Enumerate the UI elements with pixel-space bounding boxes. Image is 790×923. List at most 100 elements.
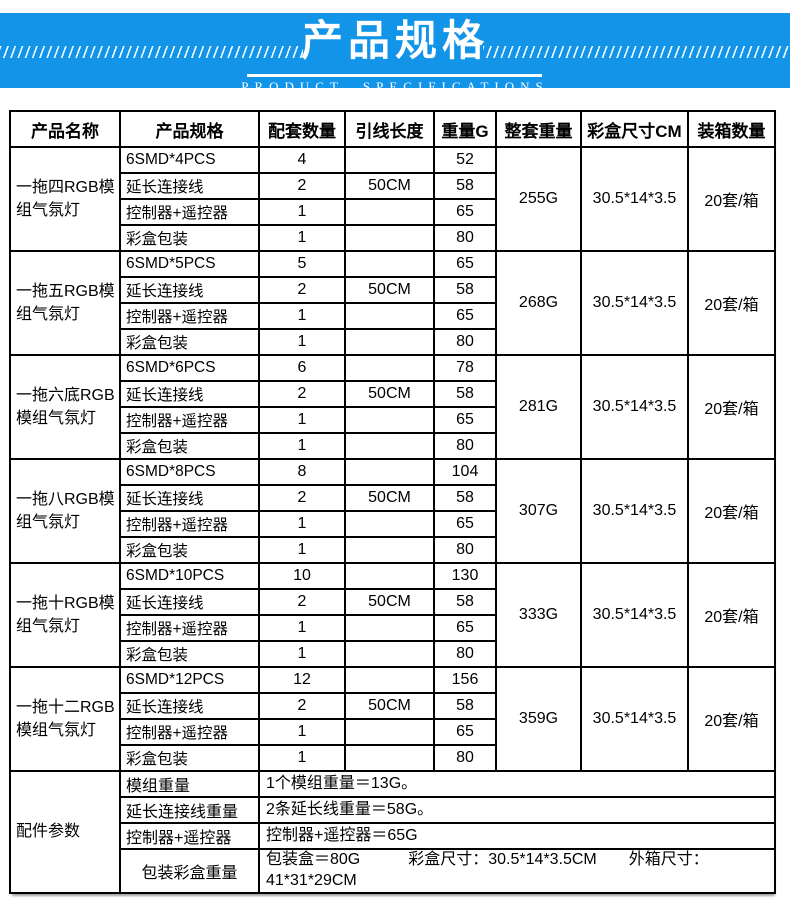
box-size-cell: 30.5*14*3.5 — [580, 354, 689, 460]
qty-cell: 12 — [258, 666, 346, 694]
lead-length-cell — [344, 510, 435, 538]
spec-cell: 彩盒包装 — [119, 432, 260, 460]
spec-cell: 彩盒包装 — [119, 328, 260, 356]
spec-cell: 延长连接线 — [119, 276, 260, 304]
spec-cell: 延长连接线 — [119, 380, 260, 408]
qty-cell: 2 — [258, 692, 346, 720]
spec-cell: 6SMD*4PCS — [119, 146, 260, 174]
decorative-stripes-left — [0, 46, 303, 58]
table-row: 配件参数 模组重量 1个模组重量＝13G。 — [9, 770, 776, 894]
table-row: 延长连接线 2 50CM 58 — [10, 276, 775, 304]
table-row: 一拖十二RGB模组气氛灯 6SMD*12PCS 12 156 359G 30.5… — [9, 666, 776, 772]
lead-length-cell — [344, 614, 435, 642]
column-header: 引线长度 — [344, 110, 435, 148]
table-row: 延长连接线 2 50CM 58 — [10, 380, 775, 408]
qty-cell: 1 — [258, 718, 346, 746]
qty-cell: 1 — [258, 302, 346, 330]
table-row: 一拖四RGB模组气氛灯 6SMD*4PCS 4 52 255G 30.5*14*… — [9, 146, 776, 252]
accessory-value: 1个模组重量＝13G。 — [258, 770, 776, 798]
column-header: 彩盒尺寸CM — [580, 110, 689, 148]
weight-cell: 104 — [433, 458, 497, 486]
column-header: 整套重量 — [495, 110, 582, 148]
table-row: 一拖六底RGB模组气氛灯 6SMD*6PCS 6 78 281G 30.5*14… — [9, 354, 776, 460]
spec-cell: 彩盒包装 — [119, 744, 260, 772]
weight-cell: 65 — [433, 198, 497, 226]
packing-cell: 20套/箱 — [687, 666, 776, 772]
product-name-cell: 一拖六底RGB模组气氛灯 — [9, 354, 121, 460]
lead-length-cell — [344, 354, 435, 382]
qty-cell: 1 — [258, 432, 346, 460]
qty-cell: 1 — [258, 640, 346, 668]
weight-cell: 78 — [433, 354, 497, 382]
weight-cell: 58 — [433, 484, 497, 512]
table-row: 延长连接线 2 50CM 58 — [10, 588, 775, 616]
table-row: 一拖五RGB模组气氛灯 6SMD*5PCS 5 65 268G 30.5*14*… — [9, 250, 776, 356]
spec-cell: 彩盒包装 — [119, 536, 260, 564]
qty-cell: 1 — [258, 614, 346, 642]
column-header: 重量G — [433, 110, 497, 148]
lead-length-cell: 50CM — [344, 692, 435, 720]
accessory-label: 控制器+遥控器 — [119, 822, 260, 850]
lead-length-cell: 50CM — [344, 276, 435, 304]
packing-cell: 20套/箱 — [687, 250, 776, 356]
qty-cell: 1 — [258, 224, 346, 252]
packing-cell: 20套/箱 — [687, 562, 776, 668]
qty-cell: 10 — [258, 562, 346, 590]
product-name-cell: 一拖四RGB模组气氛灯 — [9, 146, 121, 252]
spec-cell: 控制器+遥控器 — [119, 718, 260, 746]
weight-cell: 80 — [433, 640, 497, 668]
box-size-cell: 30.5*14*3.5 — [580, 250, 689, 356]
weight-cell: 58 — [433, 276, 497, 304]
lead-length-cell — [344, 406, 435, 434]
qty-cell: 1 — [258, 510, 346, 538]
table-row: 控制器+遥控器 控制器+遥控器＝65G — [10, 822, 776, 850]
qty-cell: 2 — [258, 380, 346, 408]
table-row: 延长连接线 2 50CM 58 — [10, 692, 775, 720]
qty-cell: 1 — [258, 328, 346, 356]
spec-cell: 控制器+遥控器 — [119, 510, 260, 538]
title-underline — [247, 74, 542, 77]
total-weight-cell: 281G — [495, 354, 582, 460]
lead-length-cell — [344, 224, 435, 252]
decorative-stripes-right — [483, 46, 790, 58]
lead-length-cell: 50CM — [344, 172, 435, 200]
lead-length-cell — [344, 640, 435, 668]
spec-cell: 控制器+遥控器 — [119, 302, 260, 330]
table-row: 包装彩盒重量 包装盒＝80G 彩盒尺寸：30.5*14*3.5CM 外箱尺寸： … — [10, 848, 776, 894]
spec-cell: 6SMD*8PCS — [119, 458, 260, 486]
lead-length-cell: 50CM — [344, 484, 435, 512]
lead-length-cell — [344, 458, 435, 486]
qty-cell: 1 — [258, 406, 346, 434]
accessory-value: 控制器+遥控器＝65G — [258, 822, 776, 850]
packing-cell: 20套/箱 — [687, 458, 776, 564]
table-row: 控制器+遥控器 1 65 — [10, 718, 775, 746]
accessory-label: 模组重量 — [119, 770, 260, 798]
qty-cell: 2 — [258, 276, 346, 304]
weight-cell: 58 — [433, 692, 497, 720]
product-name-cell: 一拖十RGB模组气氛灯 — [9, 562, 121, 668]
box-size-cell: 30.5*14*3.5 — [580, 562, 689, 668]
qty-cell: 2 — [258, 484, 346, 512]
accessory-label: 包装彩盒重量 — [119, 848, 260, 894]
accessory-label: 延长连接线重量 — [119, 796, 260, 824]
spec-cell: 延长连接线 — [119, 692, 260, 720]
box-size-cell: 30.5*14*3.5 — [580, 146, 689, 252]
box-size-cell: 30.5*14*3.5 — [580, 666, 689, 772]
qty-cell: 1 — [258, 744, 346, 772]
qty-cell: 5 — [258, 250, 346, 278]
table-row: 控制器+遥控器 1 65 — [10, 510, 775, 538]
product-name-cell: 一拖五RGB模组气氛灯 — [9, 250, 121, 356]
lead-length-cell — [344, 718, 435, 746]
page-title: 产品规格 — [300, 17, 489, 64]
total-weight-cell: 268G — [495, 250, 582, 356]
column-header: 产品名称 — [9, 110, 121, 148]
spec-cell: 6SMD*12PCS — [119, 666, 260, 694]
table-row: 一拖十RGB模组气氛灯 6SMD*10PCS 10 130 333G 30.5*… — [9, 562, 776, 668]
column-header: 产品规格 — [119, 110, 260, 148]
qty-cell: 4 — [258, 146, 346, 174]
column-header: 配套数量 — [258, 110, 346, 148]
lead-length-cell — [344, 562, 435, 590]
weight-cell: 80 — [433, 536, 497, 564]
table-row: 延长连接线重量 2条延长线重量＝58G。 — [10, 796, 776, 824]
table-row: 彩盒包装 1 80 — [10, 536, 775, 564]
